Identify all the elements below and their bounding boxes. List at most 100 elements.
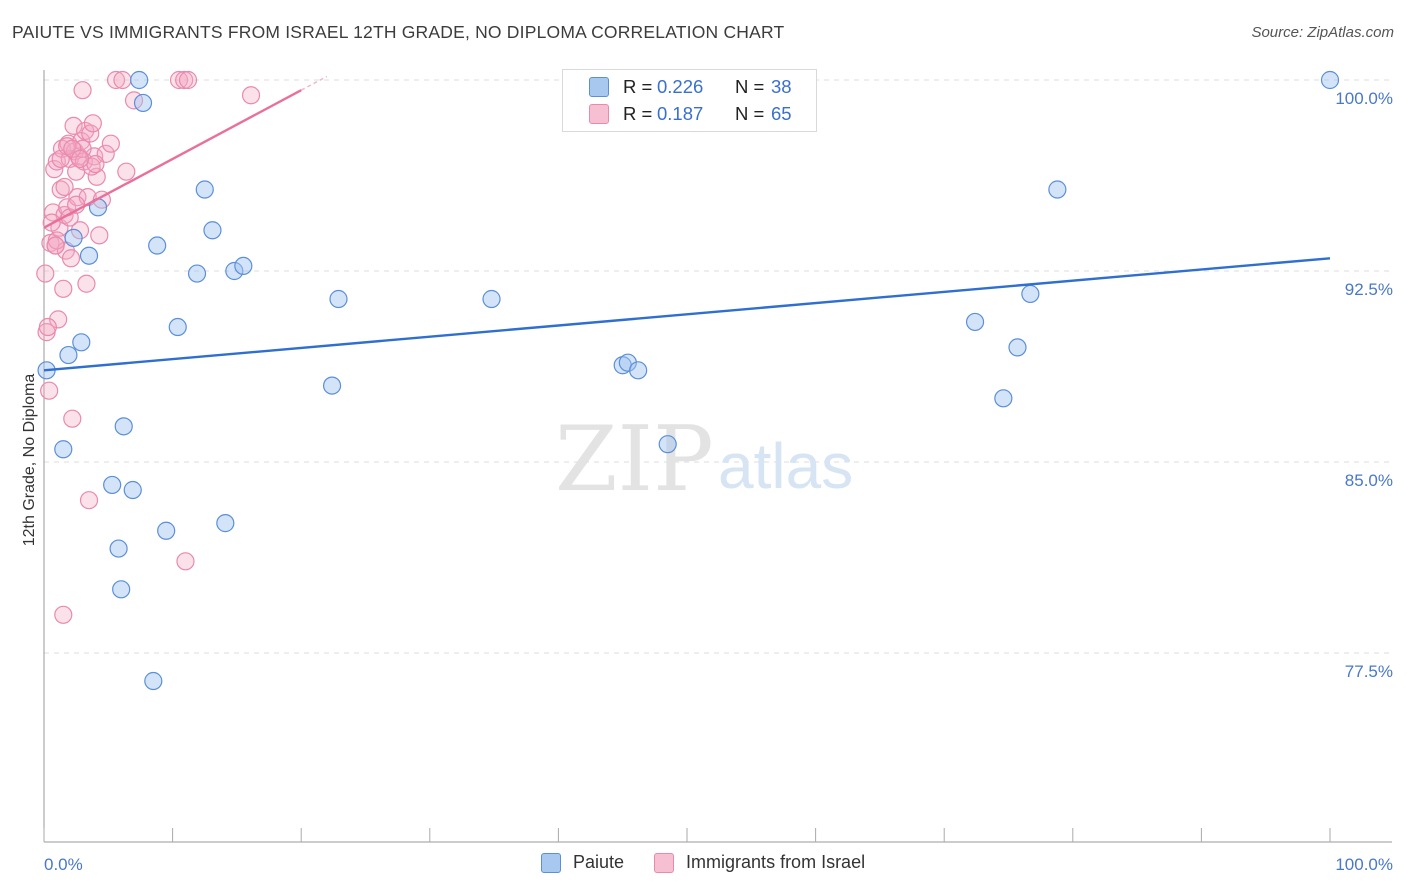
paiute-point[interactable] <box>148 236 167 255</box>
series-immigrants-from-israel <box>36 70 261 624</box>
israel-point[interactable] <box>90 226 109 245</box>
paiute-point[interactable] <box>482 289 501 309</box>
paiute-point[interactable] <box>59 345 78 365</box>
israel-point[interactable] <box>64 116 83 135</box>
paiute-point[interactable] <box>123 480 142 500</box>
legend-label-paiute: Paiute <box>573 852 625 872</box>
paiute-point[interactable] <box>216 514 235 533</box>
paiute-point[interactable] <box>1021 284 1040 304</box>
israel-point[interactable] <box>38 317 57 337</box>
paiute-point[interactable] <box>144 671 163 691</box>
israel-point[interactable] <box>178 70 198 90</box>
israel-point[interactable] <box>46 236 65 255</box>
paiute-trend-line <box>43 257 1331 372</box>
paiute-point[interactable] <box>168 317 187 337</box>
y-tick-label: 77.5% <box>1345 662 1393 681</box>
israel-point[interactable] <box>79 491 99 510</box>
legend-item-israel[interactable]: Immigrants from Israel <box>654 852 865 873</box>
paiute-point[interactable] <box>64 228 83 247</box>
israel-point[interactable] <box>175 70 194 90</box>
legend-n-value: 38 <box>771 76 792 97</box>
israel-trend-line <box>43 89 302 229</box>
y-tick-label: 85.0% <box>1345 471 1393 490</box>
israel-point[interactable] <box>76 121 95 141</box>
israel-point[interactable] <box>70 149 90 169</box>
watermark-atlas: atlas <box>718 430 853 502</box>
israel-point[interactable] <box>63 139 82 158</box>
israel-point[interactable] <box>77 274 96 293</box>
legend-swatch-paiute <box>541 852 561 873</box>
legend-item-paiute[interactable]: Paiute <box>541 852 624 873</box>
israel-point[interactable] <box>113 70 132 90</box>
paiute-point[interactable] <box>130 70 149 90</box>
paiute-point[interactable] <box>133 93 153 113</box>
israel-point[interactable] <box>68 188 87 207</box>
israel-point[interactable] <box>36 264 55 283</box>
series-paiute <box>37 70 1340 691</box>
paiute-point[interactable] <box>234 256 253 276</box>
legend-r-value: 0.187 <box>657 103 704 124</box>
israel-point[interactable] <box>83 114 102 133</box>
watermark-zip: ZIP <box>555 407 714 512</box>
paiute-point[interactable] <box>1048 180 1067 199</box>
paiute-point[interactable] <box>112 580 131 599</box>
paiute-point[interactable] <box>157 521 176 540</box>
israel-point[interactable] <box>61 249 81 268</box>
paiute-point[interactable] <box>629 361 648 380</box>
paiute-point[interactable] <box>322 376 342 395</box>
legend-row-paiute: R = 0.226 N = 38 <box>589 75 792 99</box>
legend-swatch-blue <box>589 77 609 97</box>
y-tick-label: 100.0% <box>1335 89 1393 108</box>
x-tick-label-max: 100.0% <box>1335 855 1393 874</box>
paiute-point[interactable] <box>72 333 91 352</box>
paiute-point[interactable] <box>195 180 214 199</box>
paiute-point[interactable] <box>225 261 244 281</box>
series-legend: Paiute Immigrants from Israel <box>541 852 895 873</box>
source-note: Source: ZipAtlas.com <box>1251 24 1394 41</box>
legend-r-label: R = <box>623 103 653 124</box>
x-tick-label-min: 0.0% <box>44 855 83 874</box>
watermark: ZIP atlas <box>555 407 853 512</box>
israel-point[interactable] <box>73 81 92 100</box>
israel-point[interactable] <box>70 221 90 240</box>
paiute-point[interactable] <box>103 475 122 495</box>
paiute-point[interactable] <box>329 289 348 309</box>
israel-point[interactable] <box>63 409 82 428</box>
paiute-point[interactable] <box>965 312 985 332</box>
israel-point[interactable] <box>54 605 73 624</box>
israel-point[interactable] <box>40 381 59 400</box>
paiute-point[interactable] <box>658 435 677 454</box>
paiute-point[interactable] <box>1008 338 1027 357</box>
legend-row-israel: R = 0.187 N = 65 <box>589 102 792 126</box>
paiute-point[interactable] <box>994 389 1013 408</box>
legend-n-label: N = <box>735 103 765 124</box>
axes <box>43 70 1392 843</box>
paiute-point[interactable] <box>79 246 99 265</box>
legend-n-label: N = <box>735 76 765 97</box>
legend-r-label: R = <box>623 76 653 97</box>
paiute-point[interactable] <box>203 221 222 240</box>
paiute-point[interactable] <box>187 264 207 283</box>
y-tick-label: 92.5% <box>1345 280 1393 299</box>
israel-point[interactable] <box>117 162 136 181</box>
paiute-point[interactable] <box>54 440 73 459</box>
israel-point[interactable] <box>176 552 195 571</box>
paiute-point[interactable] <box>618 353 637 372</box>
israel-point[interactable] <box>241 86 261 105</box>
grid-lines <box>44 79 1392 654</box>
chart-title: PAIUTE VS IMMIGRANTS FROM ISRAEL 12TH GR… <box>12 22 785 42</box>
israel-point[interactable] <box>101 134 120 153</box>
israel-point[interactable] <box>54 279 73 298</box>
y-tick-labels: 100.0% 92.5% 85.0% 77.5% <box>1335 89 1393 681</box>
israel-point[interactable] <box>86 154 105 174</box>
paiute-point[interactable] <box>109 539 128 558</box>
israel-point[interactable] <box>55 177 74 197</box>
legend-swatch-israel <box>654 852 675 873</box>
israel-point[interactable] <box>106 70 126 90</box>
paiute-point[interactable] <box>114 417 133 436</box>
israel-point[interactable] <box>49 310 68 329</box>
paiute-point[interactable] <box>1320 70 1340 90</box>
israel-point[interactable] <box>58 137 77 156</box>
legend-swatch-pink <box>589 104 609 124</box>
